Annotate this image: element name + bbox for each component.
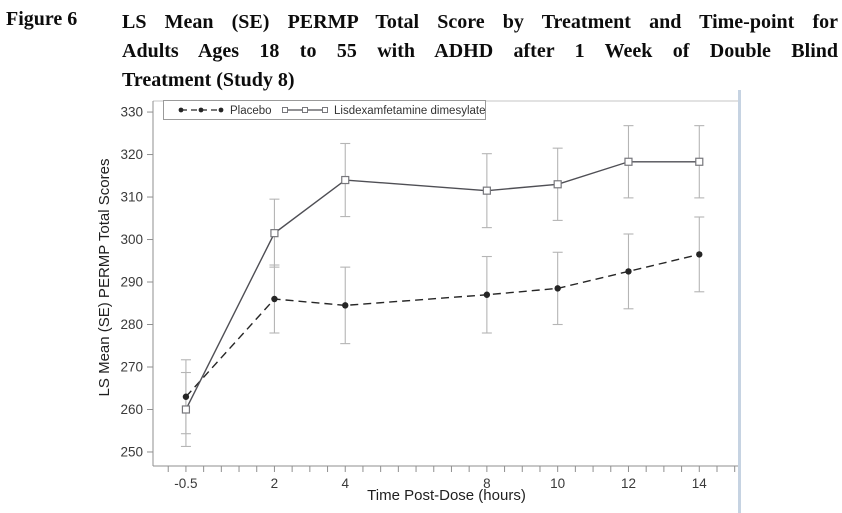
figure-title-line-1: LS Mean (SE) PERMP Total Score by Treatm… bbox=[122, 11, 838, 33]
svg-text:10: 10 bbox=[550, 476, 565, 491]
x-axis-tick-labels: -0.5 2 4 8 10 12 14 bbox=[174, 476, 707, 491]
data-point-marker bbox=[182, 393, 190, 400]
figure-title: LS Mean (SE) PERMP Total Score by Treatm… bbox=[122, 8, 838, 95]
svg-text:14: 14 bbox=[692, 476, 708, 491]
data-point-marker bbox=[342, 302, 349, 309]
svg-text:290: 290 bbox=[120, 275, 143, 290]
svg-text:12: 12 bbox=[621, 476, 636, 491]
axes bbox=[147, 100, 740, 472]
svg-text:8: 8 bbox=[483, 476, 491, 491]
data-point-marker bbox=[553, 180, 562, 189]
svg-text:260: 260 bbox=[120, 402, 143, 417]
y-axis-title: LS Mean (SE) PERMP Total Scores bbox=[96, 159, 113, 397]
data-point-marker bbox=[482, 186, 491, 195]
svg-text:300: 300 bbox=[120, 232, 143, 247]
series-lisdexamfetamine-dimesylate bbox=[181, 157, 704, 414]
data-point-marker bbox=[483, 291, 491, 298]
data-point-marker bbox=[624, 157, 633, 166]
svg-text:280: 280 bbox=[120, 317, 143, 332]
x-axis-title: Time Post-Dose (hours) bbox=[367, 487, 526, 504]
data-point-marker bbox=[695, 157, 704, 166]
data-point-marker bbox=[696, 251, 703, 258]
svg-text:250: 250 bbox=[120, 444, 143, 459]
legend-label-lisdexamfetamine: Lisdexamfetamine dimesylate bbox=[334, 105, 486, 117]
svg-text:320: 320 bbox=[120, 147, 143, 162]
data-point-marker bbox=[270, 229, 279, 238]
series-placebo bbox=[182, 251, 703, 400]
legend: Placebo Lisdexamfetamine dimesylate bbox=[163, 100, 486, 120]
data-point-marker bbox=[181, 405, 191, 414]
figure-title-line-3: Treatment (Study 8) bbox=[122, 69, 295, 91]
data-point-marker bbox=[271, 295, 278, 303]
svg-text:270: 270 bbox=[120, 359, 143, 374]
svg-text:330: 330 bbox=[120, 105, 143, 120]
data-point-marker bbox=[341, 175, 350, 185]
legend-label-placebo: Placebo bbox=[230, 105, 272, 117]
y-axis-tick-labels: 250 260 270 280 290 300 310 320 330 bbox=[120, 105, 143, 460]
figure-number-label: Figure 6 bbox=[6, 8, 78, 30]
axis-titles: Time Post-Dose (hours) LS Mean (SE) PERMP… bbox=[96, 159, 526, 504]
svg-text:-0.5: -0.5 bbox=[174, 476, 197, 491]
svg-text:2: 2 bbox=[271, 476, 279, 491]
svg-text:310: 310 bbox=[120, 190, 143, 205]
data-point-marker bbox=[625, 268, 632, 275]
error-bars bbox=[180, 125, 705, 448]
svg-text:4: 4 bbox=[341, 476, 349, 491]
data-point-marker bbox=[554, 285, 561, 292]
figure-title-line-2: Adults Ages 18 to 55 with ADHD after 1 W… bbox=[122, 40, 838, 62]
